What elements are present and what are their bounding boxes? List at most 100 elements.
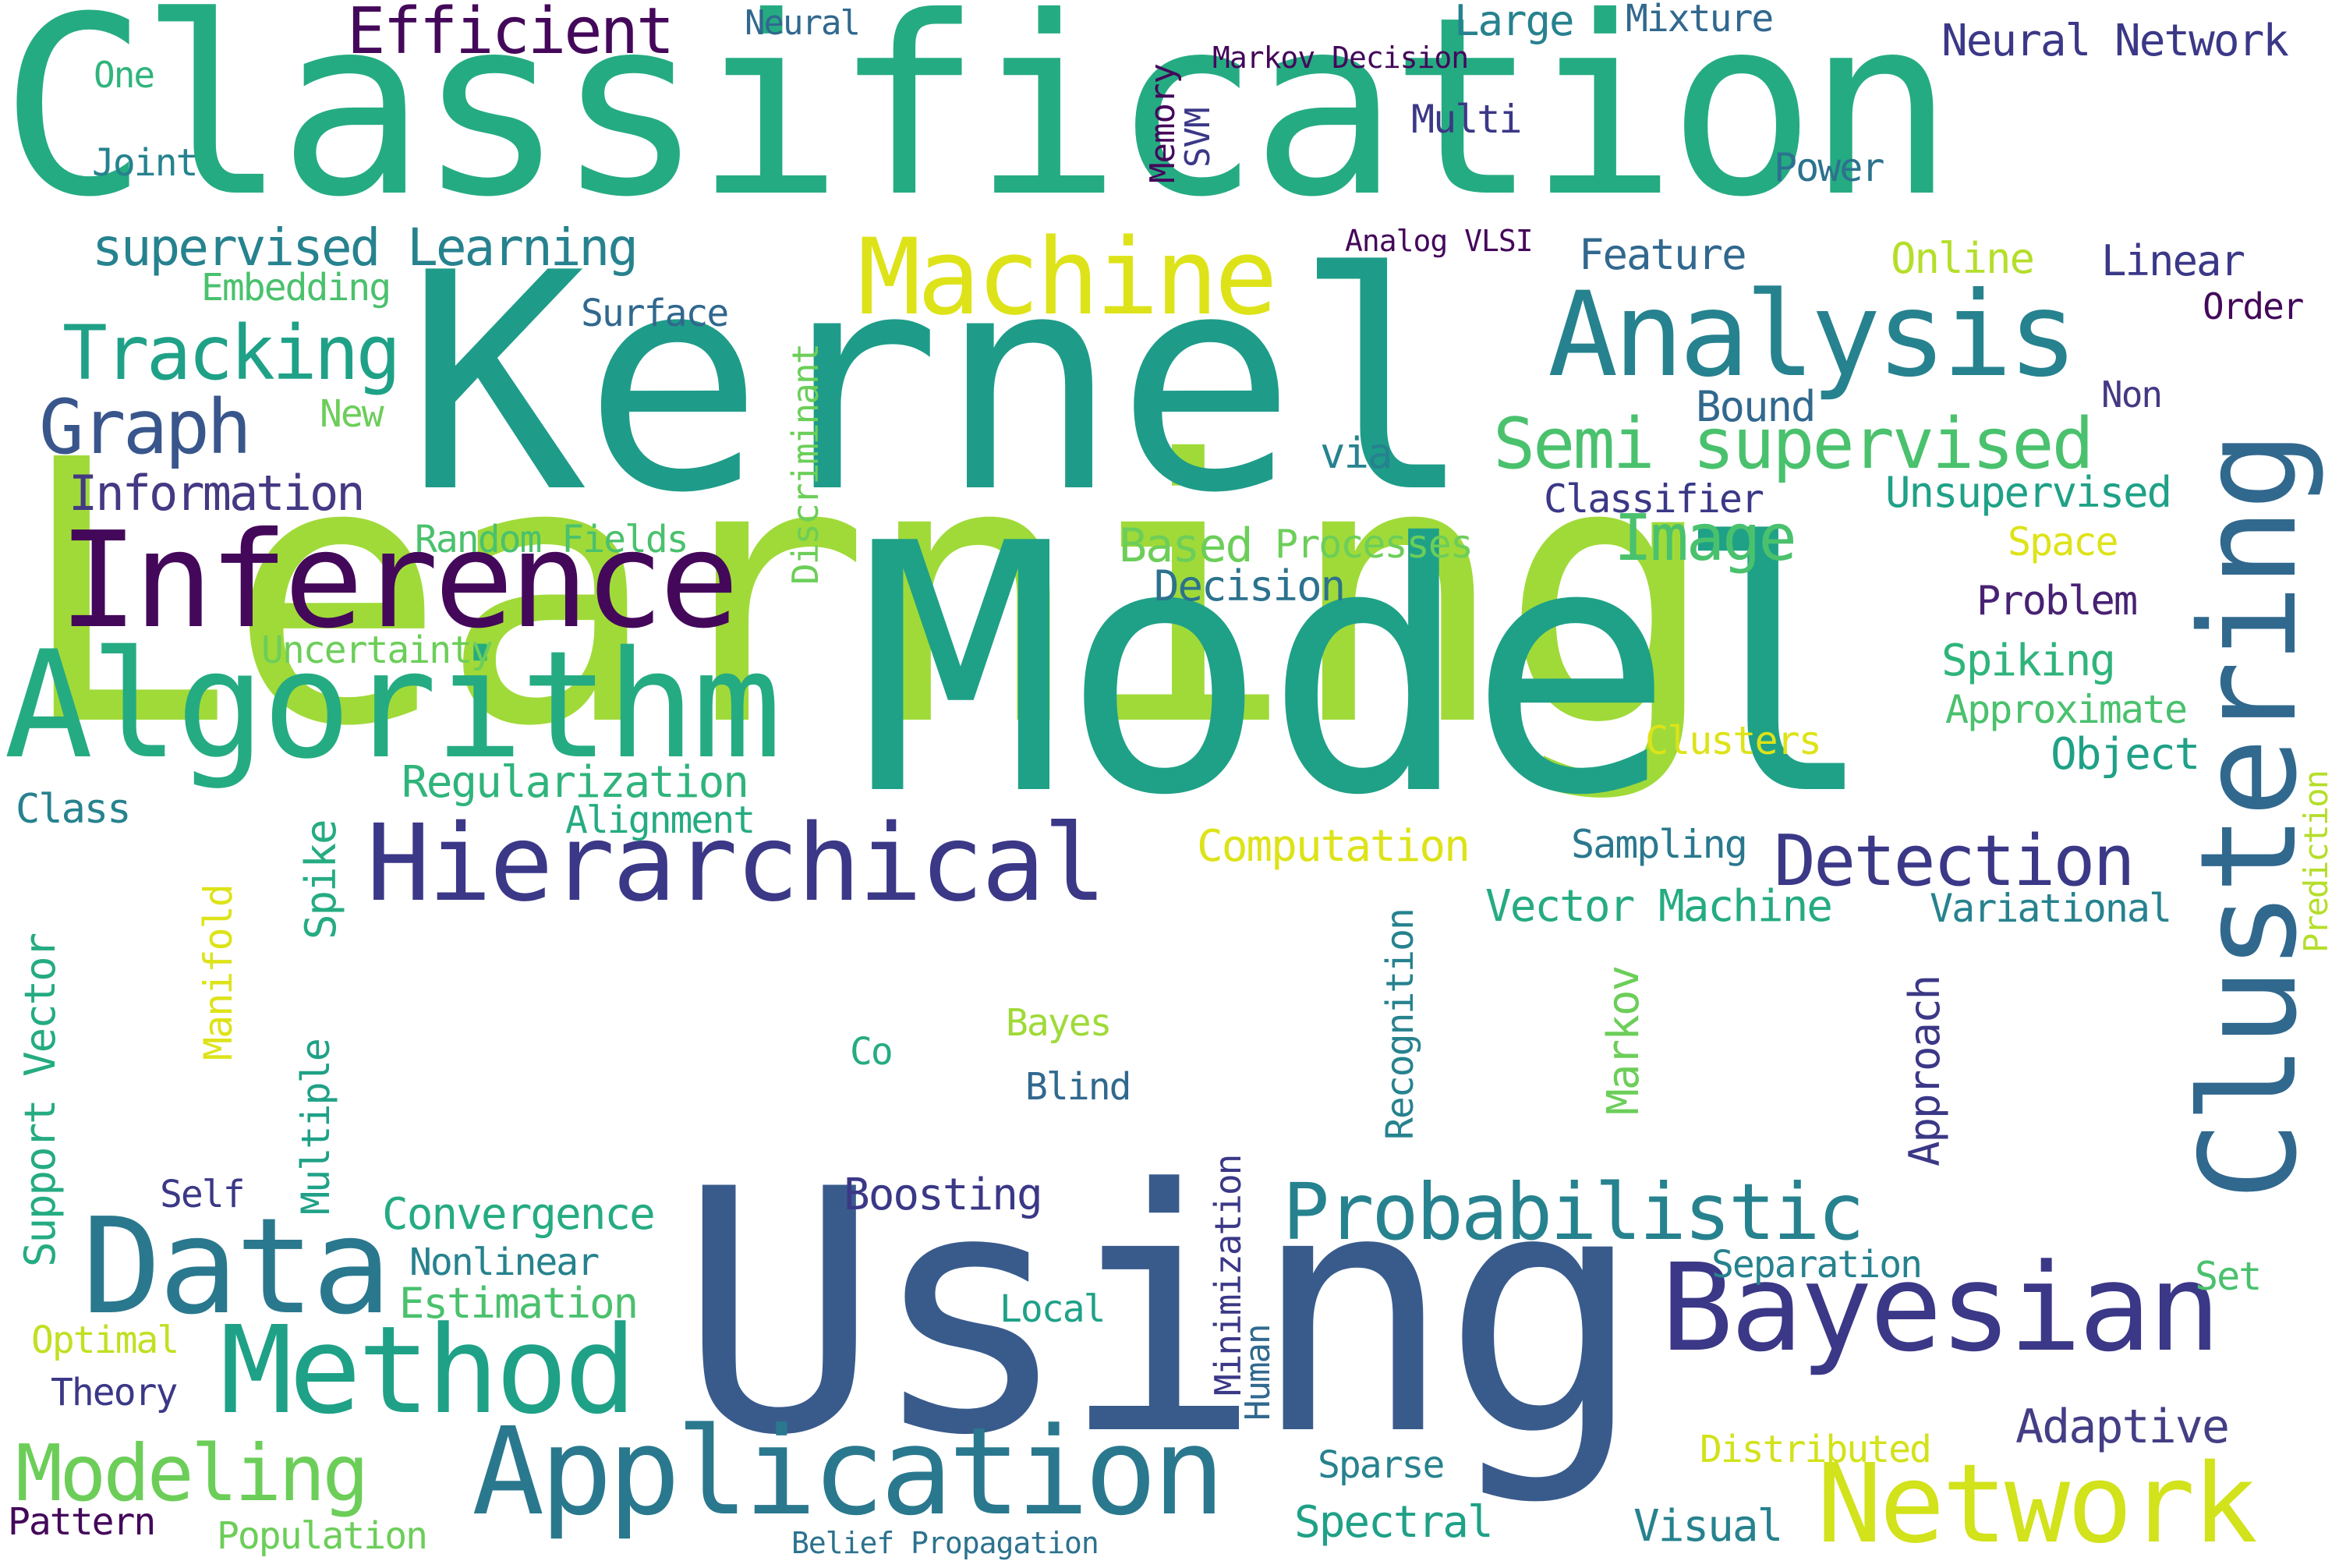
word: Clusters (1645, 718, 1822, 763)
word: Non (2101, 373, 2163, 416)
word: Power (1774, 145, 1885, 190)
word: via (1320, 429, 1393, 478)
word: supervised Learning (92, 218, 639, 278)
word: Human (1238, 1325, 1278, 1421)
word: Population (217, 1514, 428, 1558)
word: Image (1614, 501, 1797, 575)
word: Discriminant (784, 344, 826, 585)
word: Online (1891, 234, 2035, 283)
word: Alignment (565, 798, 755, 842)
word: Model (858, 471, 1878, 870)
word: Markov Decision (1212, 41, 1469, 75)
word: Vector Machine (1485, 881, 1833, 932)
word: Neural (745, 3, 861, 43)
word: Optimal (31, 1318, 179, 1362)
word: Support Vector (16, 933, 65, 1267)
word: Sparse (1318, 1443, 1445, 1487)
word: Approximate (1945, 687, 2188, 732)
word: Co (850, 1030, 893, 1074)
word: Neural Network (1941, 16, 2289, 66)
word: One (94, 54, 155, 96)
word: New (320, 392, 384, 436)
word: Convergence (382, 1189, 656, 1240)
word: Feature (1579, 230, 1747, 279)
word: Pattern (8, 1500, 156, 1544)
word: Semi supervised (1493, 403, 2094, 485)
word: Algorithm (4, 619, 782, 791)
word: Unsupervised (1885, 468, 2172, 517)
word: Information (69, 465, 366, 522)
word: Tracking (62, 310, 401, 397)
word: Markov (1598, 966, 1649, 1115)
word: Detection (1774, 820, 2136, 902)
word: Self (160, 1173, 246, 1216)
word: Surface (581, 292, 729, 335)
word: Multiple (293, 1039, 338, 1215)
word: Mixture (1626, 0, 1774, 41)
word: Order (2203, 285, 2304, 327)
word: Regularization (402, 757, 749, 808)
word: Classifier (1544, 476, 1764, 522)
word: Computation (1197, 821, 1470, 872)
word: Multi (1411, 97, 1523, 142)
word: Estimation (399, 1279, 639, 1328)
word: Local (1000, 1287, 1106, 1331)
word: Application (472, 1401, 1225, 1542)
word: Efficient (347, 0, 674, 69)
word: Analog VLSI (1345, 224, 1534, 258)
word: Memory (1143, 64, 1183, 183)
word: SVM (1178, 108, 1218, 168)
word: Set (2195, 1254, 2262, 1299)
word: Machine (858, 216, 1278, 338)
word: Class (16, 786, 132, 833)
word: Learning (16, 383, 1718, 805)
word: Bayes (1006, 1001, 1112, 1045)
word: Bound (1696, 382, 1817, 431)
word: Manifold (196, 885, 241, 1060)
word: Blind (1025, 1065, 1131, 1109)
word: Boosting (844, 1170, 1043, 1220)
word: Object (2051, 729, 2200, 780)
word: Distributed (1700, 1428, 1932, 1471)
word: Modeling (16, 1428, 370, 1519)
word: Clustering (2172, 434, 2327, 1202)
word: Inference (58, 504, 739, 658)
word: Analysis (1548, 267, 2078, 403)
word: Uncertainty (261, 628, 494, 672)
word: Space (2008, 519, 2119, 565)
word: Linear (2101, 236, 2245, 285)
word: Adaptive (2015, 1400, 2230, 1454)
word: Variational (1930, 886, 2172, 931)
word: Graph (39, 384, 252, 471)
word: Decision (1154, 561, 1346, 611)
word: Random Fields (415, 518, 689, 561)
word: Network (1817, 1441, 2258, 1568)
word: Problem (1976, 578, 2138, 625)
word: Belief Propagation (791, 1526, 1099, 1560)
word: Approach (1900, 975, 1949, 1166)
word: Hierarchical (366, 802, 1107, 926)
word: Joint (92, 141, 198, 185)
word: Prediction (2297, 771, 2335, 953)
word: Spectral (1294, 1497, 1494, 1548)
word: Sampling (1571, 822, 1748, 867)
word: Based (1119, 519, 1254, 573)
word: Separation (1711, 1243, 1923, 1287)
word: Kernel (405, 209, 1474, 558)
word: Visual (1633, 1501, 1783, 1552)
word: Bayesian (1661, 1237, 2221, 1379)
word: Spike (296, 820, 345, 940)
word: Recognition (1378, 909, 1422, 1140)
word: Nonlinear (409, 1241, 600, 1284)
word: Using (678, 1119, 1644, 1509)
word: Spiking (1941, 635, 2116, 686)
word: Embedding (201, 266, 391, 310)
word: Processes (1275, 522, 1474, 567)
word: Method (220, 1300, 637, 1441)
word: Large (1454, 0, 1575, 45)
word: Probabilistic (1283, 1166, 1865, 1258)
word: Classification (0, 0, 1955, 251)
word: Data (82, 1190, 391, 1344)
word: Theory (51, 1371, 178, 1414)
